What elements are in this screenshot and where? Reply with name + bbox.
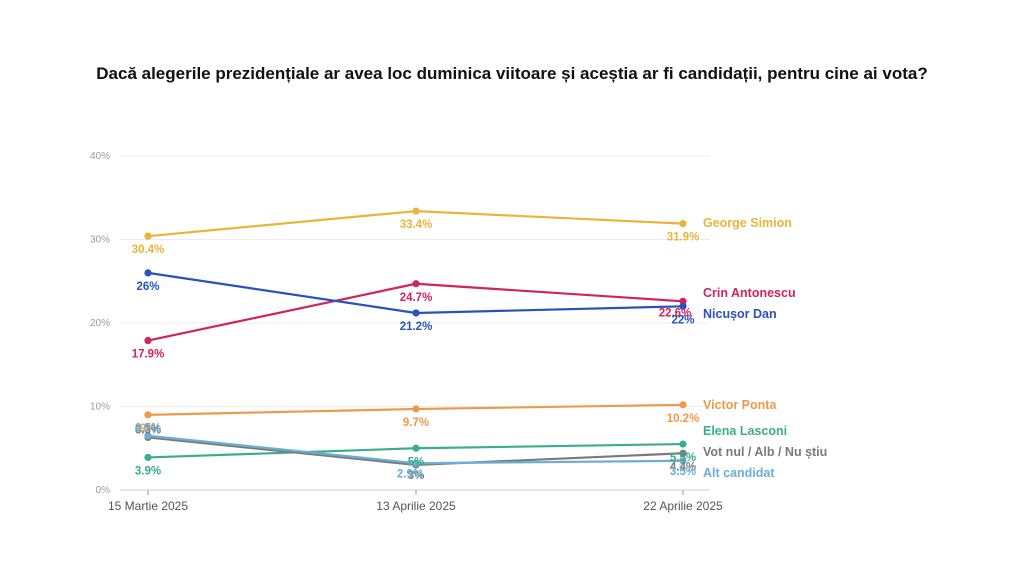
- series-name-label: Alt candidat: [703, 466, 775, 480]
- x-tick-label: 13 Aprilie 2025: [376, 499, 456, 513]
- data-label: 3.5%: [670, 466, 696, 478]
- x-tick-label: 22 Aprilie 2025: [643, 499, 723, 513]
- data-label: 4.4%: [670, 461, 696, 473]
- data-point: [679, 302, 687, 310]
- chart-title: Dacă alegerile prezidențiale ar avea loc…: [96, 64, 928, 83]
- data-label: 9%: [140, 423, 157, 435]
- data-point: [412, 280, 420, 288]
- data-point: [679, 220, 687, 228]
- data-point: [144, 232, 152, 240]
- data-label: 6.3%: [135, 424, 161, 436]
- data-label: 31.9%: [667, 232, 700, 244]
- data-point: [412, 444, 420, 452]
- data-point: [144, 336, 152, 345]
- data-label: 17.9%: [132, 349, 165, 361]
- data-label: 5.5%: [670, 452, 696, 464]
- data-point: [144, 432, 152, 440]
- data-point: [412, 309, 420, 317]
- data-point: [412, 207, 420, 215]
- data-point: [412, 459, 420, 467]
- data-label: 10.2%: [667, 413, 700, 425]
- data-point: [679, 457, 687, 465]
- series-name-label: Vot nul / Alb / Nu știu: [703, 445, 827, 459]
- y-tick-label: 0%: [96, 485, 111, 496]
- data-point: [144, 269, 152, 277]
- data-label: 24.7%: [400, 292, 433, 304]
- data-point: [144, 411, 152, 419]
- data-point: [144, 453, 152, 462]
- y-tick-label: 10%: [90, 402, 110, 413]
- data-point: [679, 401, 687, 409]
- data-label: 5%: [408, 456, 425, 468]
- data-point: [679, 440, 687, 448]
- x-tick-label: 15 Martie 2025: [108, 499, 188, 513]
- data-label: 33.4%: [400, 219, 433, 231]
- data-label: 22%: [671, 314, 694, 326]
- data-point: [679, 449, 687, 457]
- data-label: 6.5%: [135, 423, 161, 435]
- series-name-label: Crin Antonescu: [703, 286, 796, 300]
- y-tick-label: 40%: [90, 151, 110, 162]
- data-label: 2.9%: [397, 468, 423, 480]
- series-name-label: Nicușor Dan: [703, 307, 777, 321]
- y-tick-label: 20%: [90, 318, 110, 329]
- data-label: 26%: [136, 281, 159, 293]
- data-label: 21.2%: [400, 321, 433, 333]
- series-name-label: George Simion: [703, 216, 792, 230]
- data-point: [679, 297, 687, 305]
- data-label: 3%: [408, 470, 425, 482]
- data-point: [412, 405, 420, 413]
- data-label: 9.7%: [403, 417, 429, 429]
- series-name-label: Elena Lasconi: [703, 424, 787, 438]
- data-label: 22.6%: [659, 307, 692, 319]
- series-name-label: Victor Ponta: [703, 398, 777, 412]
- y-tick-label: 30%: [90, 235, 110, 246]
- data-label: 30.4%: [132, 244, 165, 256]
- data-label: 3.9%: [135, 465, 161, 477]
